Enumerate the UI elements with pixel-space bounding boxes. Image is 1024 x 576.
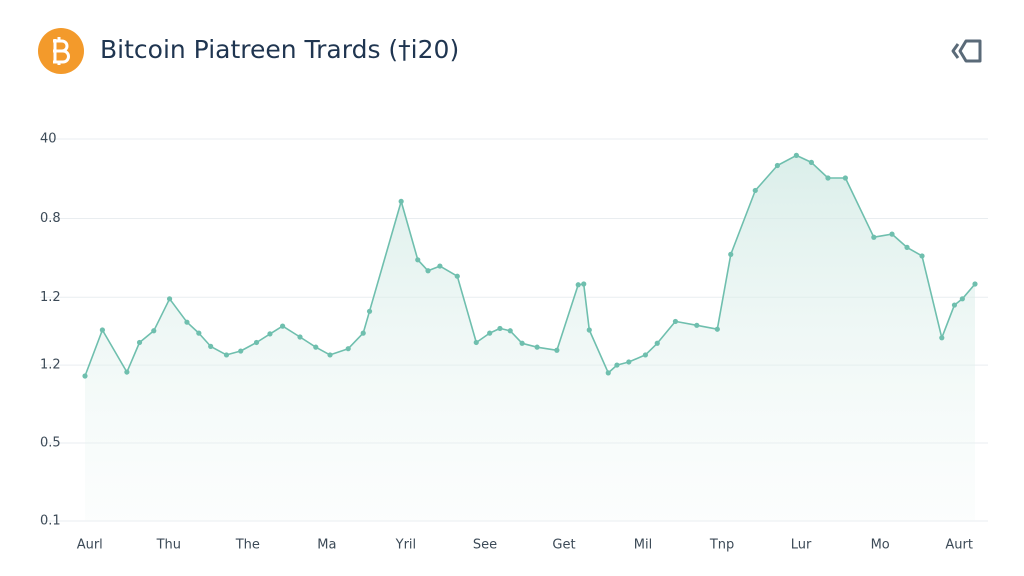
data-point [151,328,157,334]
x-tick-label: Aurt [945,538,973,553]
data-point [825,175,831,181]
data-point [99,327,105,333]
data-point [437,263,443,269]
data-point [672,318,679,325]
data-point [614,362,620,368]
data-point [124,369,130,375]
x-tick-label: Aurl [77,538,103,553]
x-tick-label: The [235,538,260,553]
data-point [904,244,910,250]
data-point [534,344,540,350]
collapse-button[interactable] [951,39,982,63]
data-point [728,251,734,257]
x-tick-label: Mil [634,538,652,553]
data-point [345,346,351,352]
bitcoin-icon [38,28,84,74]
x-tick-label: Lur [791,538,812,553]
data-point [972,281,978,287]
data-point [327,352,333,358]
x-tick-label: Yril [395,538,417,553]
data-point [842,175,848,181]
x-tick-label: See [473,538,497,553]
plot [82,152,978,521]
data-point [919,253,925,259]
data-point [454,273,460,279]
data-point [366,308,373,314]
data-point [714,326,720,332]
data-point [82,373,88,379]
data-point [519,340,525,346]
line [84,154,976,377]
data-point [871,234,877,240]
data-point [184,319,190,325]
data-point [575,282,581,288]
data-point [654,340,660,346]
data-point [473,339,479,346]
data-point [774,162,780,169]
y-tick-label: 1.2 [40,290,61,305]
data-point [136,339,143,346]
y-tick-label: 0.1 [40,514,61,529]
data-point [581,281,587,287]
y-tick-label: 1.2 [40,358,61,373]
data-point [297,334,303,340]
data-point [507,328,513,334]
data-point [694,322,700,328]
chart-title: Bitcoin Piatreen Trards (†i20) [100,35,459,64]
tick-labels: 0.1 0.5 1.2 1.2 0.8 40 Aurl Thu The Ma Yril See Get M… [40,132,973,553]
x-tick-label: Ma [317,538,336,553]
x-tick-label: Thu [156,538,181,553]
data-point [889,231,895,237]
data-point [605,370,611,376]
data-point [166,296,173,302]
data-point [939,335,945,341]
data-point [313,344,319,350]
x-tick-label: Tnp [709,538,734,553]
data-point [208,343,214,349]
data-point [360,330,366,336]
data-point [238,348,244,354]
data-point [487,330,493,336]
data-point [280,323,286,329]
data-point [626,359,632,365]
y-tick-label: 0.5 [40,436,61,451]
data-point [415,257,421,263]
data-point [959,296,965,302]
data-point [554,347,560,353]
data-point [642,352,648,358]
data-point [793,152,799,158]
data-point [253,339,260,346]
data-point [196,330,202,336]
data-point [267,331,273,337]
x-tick-label: Mo [871,538,890,553]
data-point [808,159,814,165]
data-point [951,302,958,308]
data-point [586,327,592,333]
data-point [223,352,230,358]
y-tick-label: 40 [40,132,57,147]
data-point [425,268,431,274]
data-point [497,325,503,332]
y-tick-label: 0.8 [40,211,61,226]
area-fill [85,155,975,521]
x-tick-label: Get [552,538,575,553]
data-point [398,198,404,204]
data-point [752,187,758,194]
